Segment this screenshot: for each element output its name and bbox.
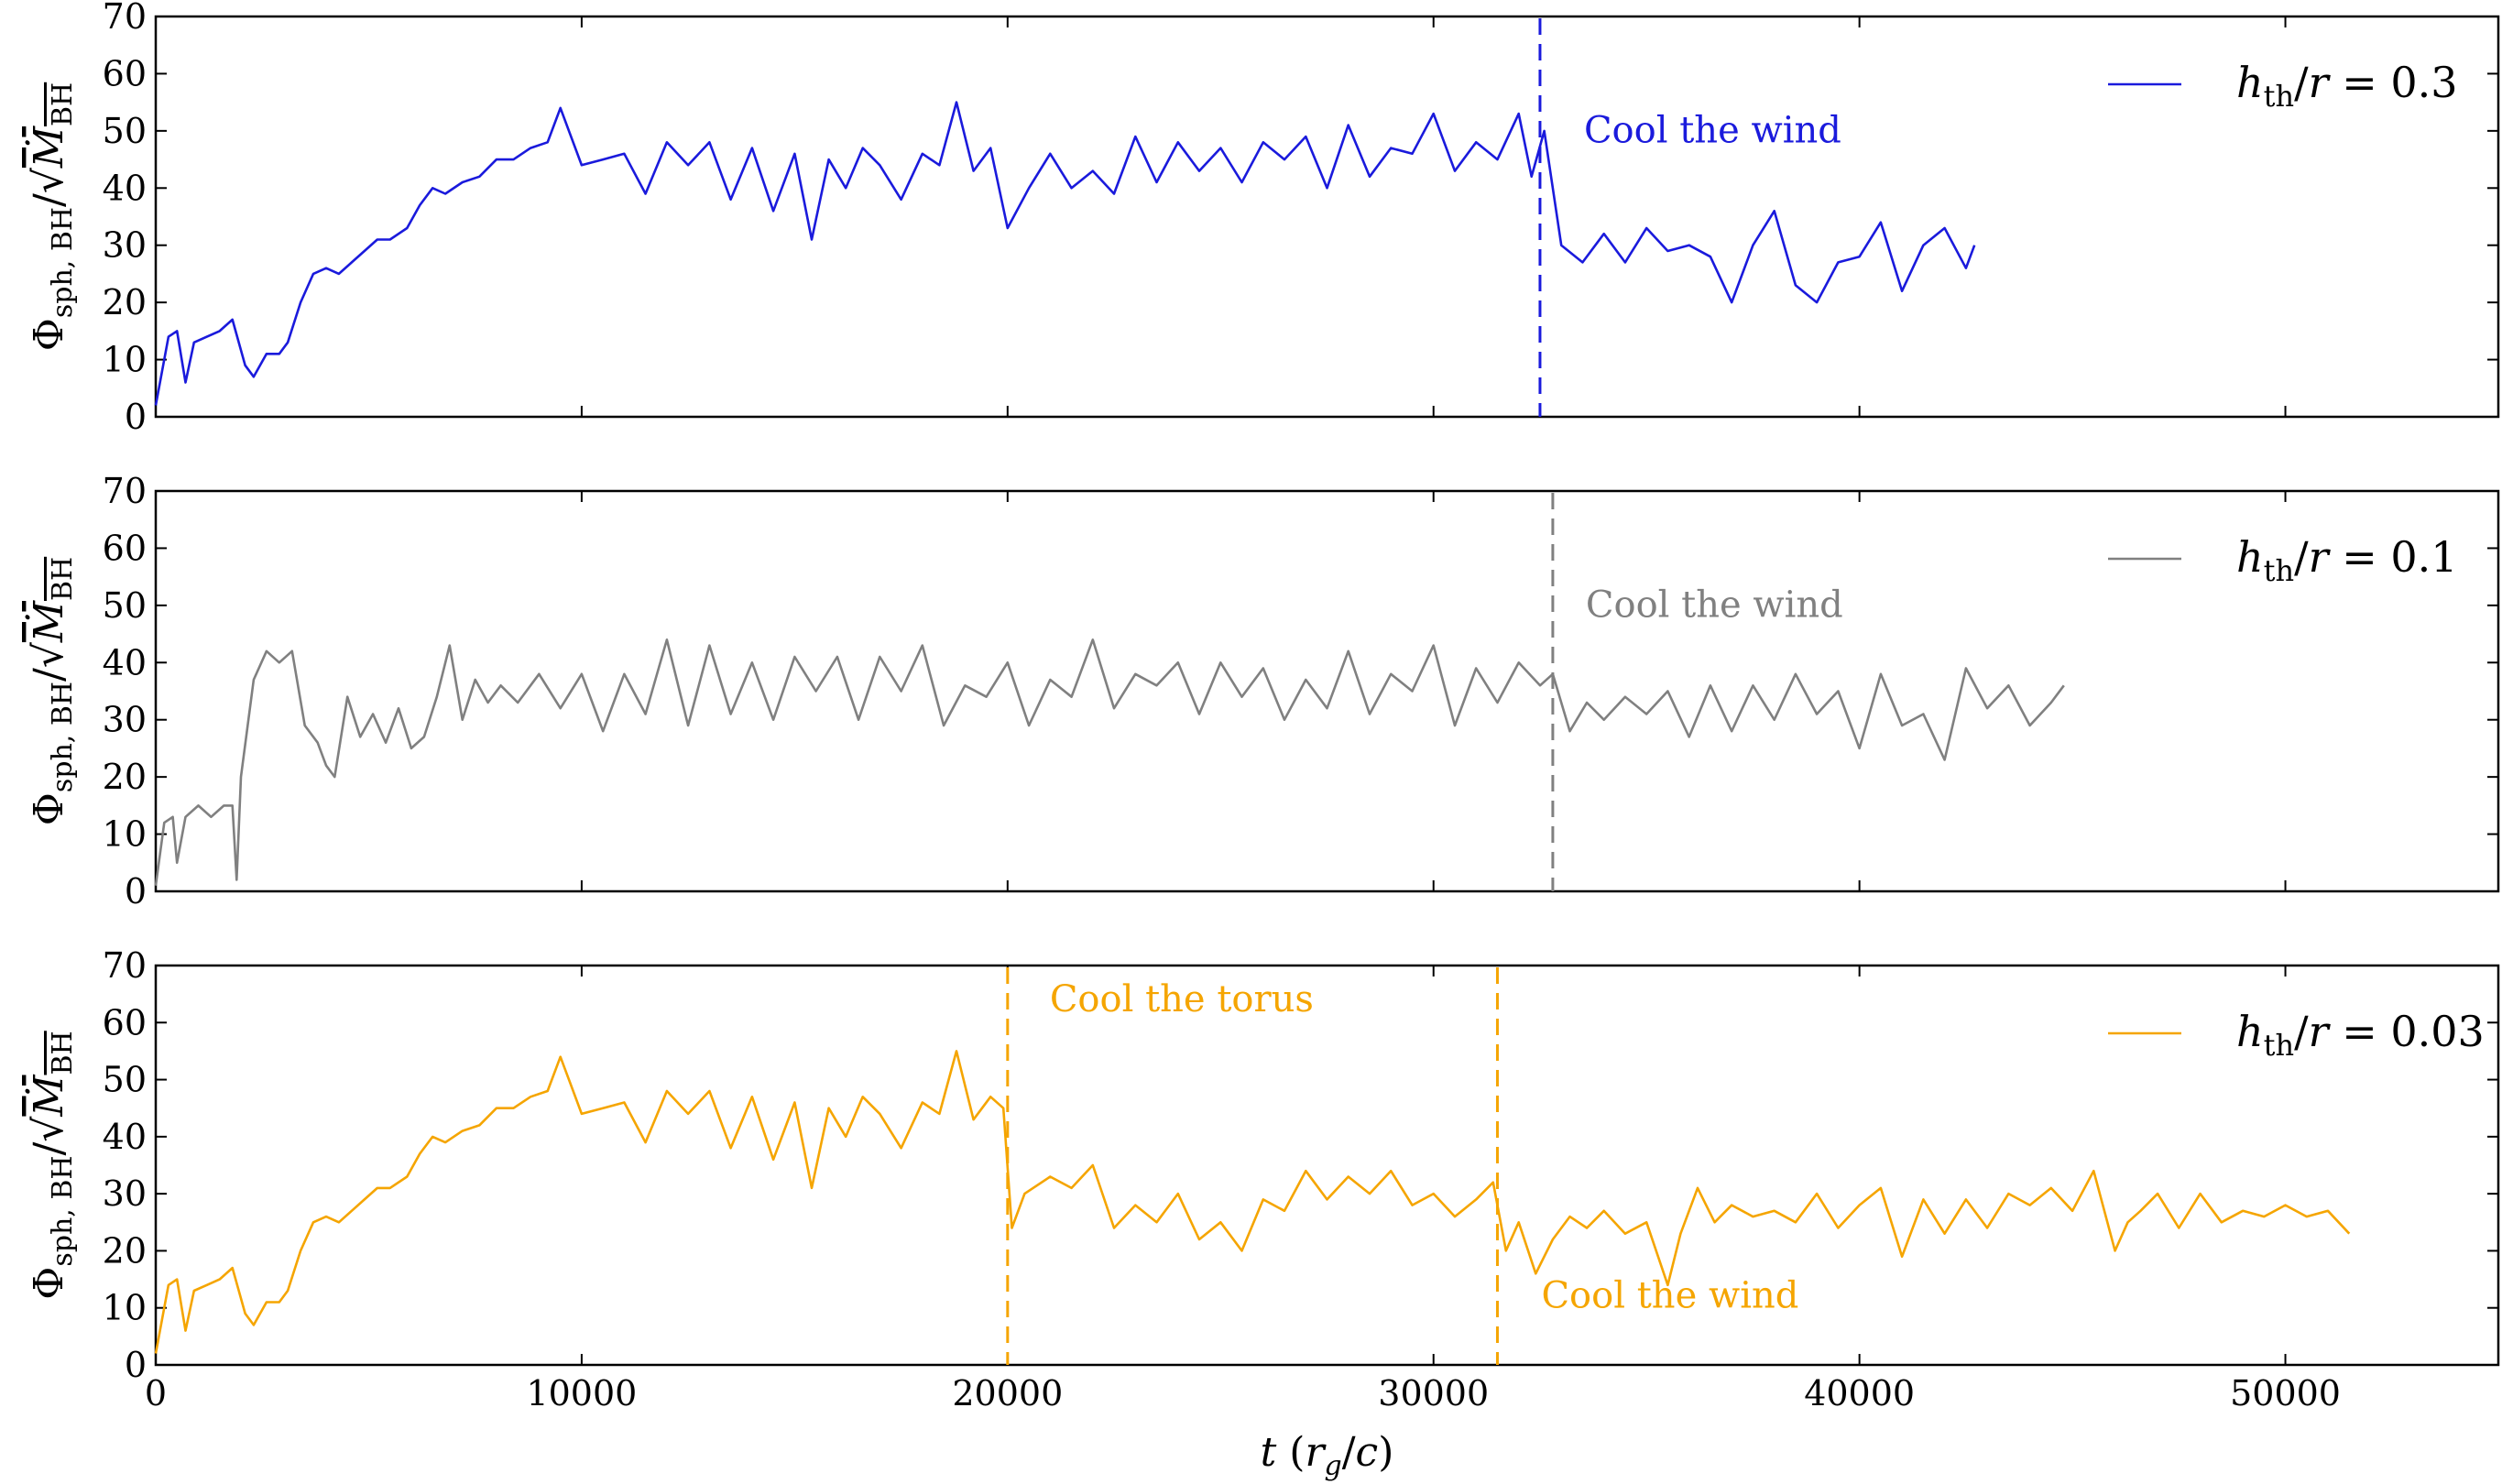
y-axis-label: Φsph, BH/√ṀBH <box>24 82 79 351</box>
y-tick-label: 60 <box>103 1002 147 1042</box>
series-line <box>154 1050 2351 1354</box>
y-tick-label: 10 <box>103 814 147 855</box>
annotation-text: Cool the torus <box>1050 978 1314 1020</box>
y-tick-label: 30 <box>103 700 147 740</box>
series-line <box>154 101 1976 406</box>
y-tick-label: 40 <box>103 642 147 682</box>
y-tick-label: 0 <box>125 397 147 437</box>
y-tick-label: 50 <box>103 1060 147 1100</box>
axes-frame <box>154 15 2500 419</box>
y-tick-label: 10 <box>103 340 147 380</box>
y-tick-label: 50 <box>103 585 147 626</box>
y-tick-label: 60 <box>103 528 147 568</box>
y-tick-label: 0 <box>125 1345 147 1385</box>
y-axis-label: Φsph, BH/√ṀBH <box>24 557 79 825</box>
x-tick-label: 40000 <box>1804 1373 1915 1413</box>
annotation-text: Cool the wind <box>1586 584 1843 626</box>
y-tick-label: 70 <box>103 945 147 986</box>
x-tick-label: 10000 <box>526 1373 637 1413</box>
y-tick-label: 20 <box>103 1230 147 1271</box>
series-line <box>154 638 2065 886</box>
annotation-text: Cool the wind <box>1584 109 1841 151</box>
y-tick-label: 30 <box>103 1173 147 1214</box>
y-tick-label: 70 <box>103 0 147 37</box>
y-tick-label: 70 <box>103 471 147 511</box>
legend-label: hth/r = 0.3 <box>2236 58 2458 114</box>
legend-label: hth/r = 0.1 <box>2236 532 2458 588</box>
x-tick-label: 30000 <box>1378 1373 1489 1413</box>
panel-1: 0 10 20 30 40 50 60 70 Φsph, BH/√ṀBH Cool the win… <box>24 0 2500 437</box>
y-tick-label: 20 <box>103 282 147 322</box>
y-tick-label: 30 <box>103 225 147 266</box>
y-tick-label: 50 <box>103 111 147 151</box>
y-tick-label: 40 <box>103 168 147 208</box>
x-tick-label: 50000 <box>2230 1373 2341 1413</box>
y-tick-label: 10 <box>103 1288 147 1328</box>
y-tick-label: 60 <box>103 53 147 93</box>
axes-frame <box>154 489 2500 893</box>
x-tick-label: 0 <box>145 1373 167 1413</box>
legend-label: hth/r = 0.03 <box>2236 1007 2485 1063</box>
panel-2: 0 10 20 30 40 50 60 70 Φsph, BH/√ṀBH Cool the win… <box>24 471 2500 911</box>
panel-3: 0 10 20 30 40 50 60 70 10000 20000 30000 40000 50000… <box>24 945 2500 1482</box>
y-tick-label: 20 <box>103 757 147 797</box>
annotation-text: Cool the wind <box>1541 1275 1798 1317</box>
axes-frame <box>154 964 2500 1367</box>
x-axis-label: t (rg/c) <box>1261 1429 1394 1482</box>
y-tick-label: 40 <box>103 1117 147 1157</box>
x-tick-label: 20000 <box>952 1373 1063 1413</box>
y-tick-label: 0 <box>125 871 147 911</box>
y-axis-label: Φsph, BH/√ṀBH <box>24 1031 79 1299</box>
